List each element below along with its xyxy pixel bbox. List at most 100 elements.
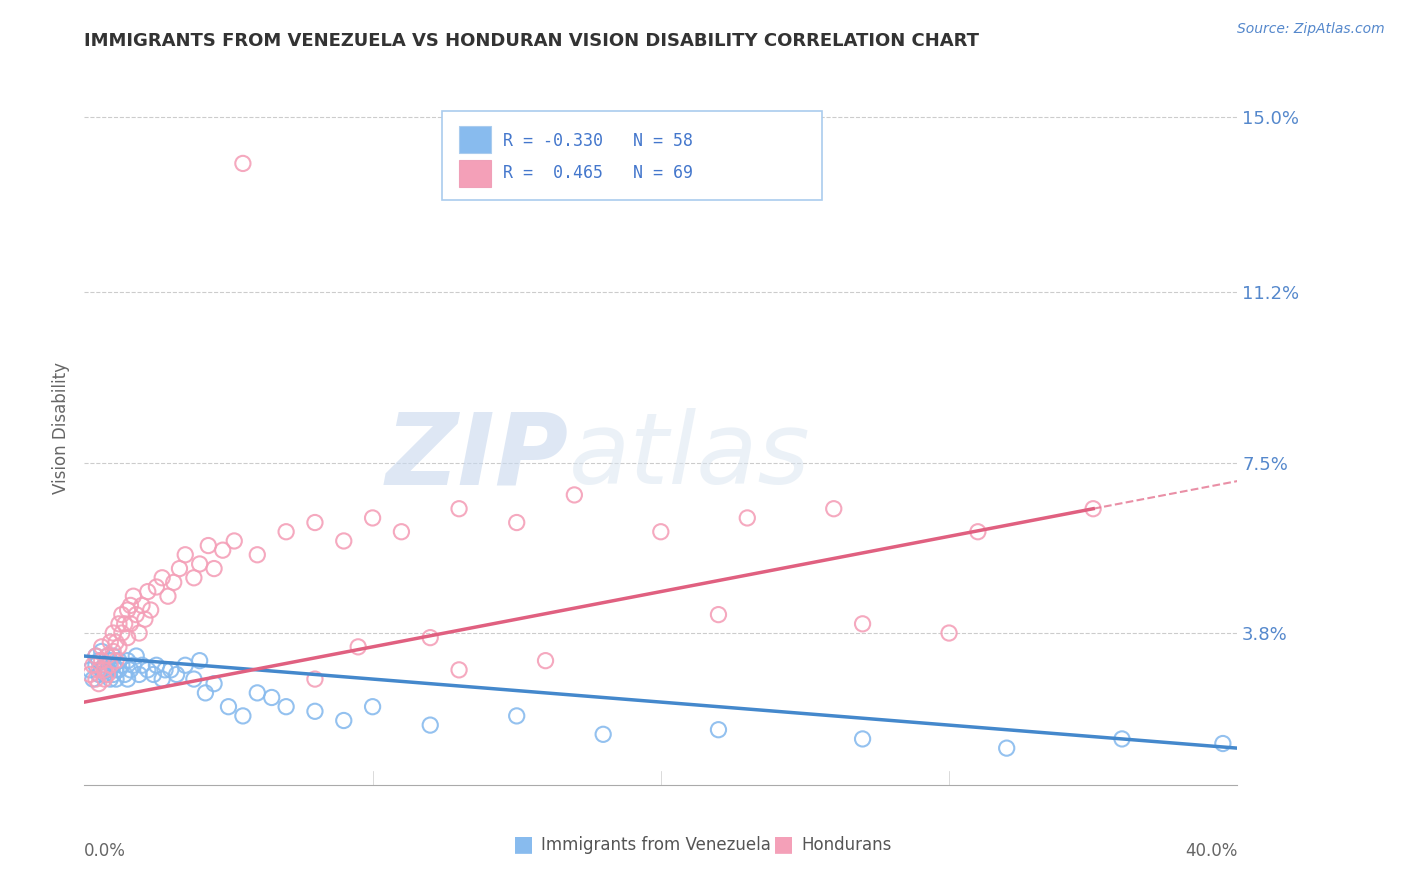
Point (111, 607, 134, 622)
Point (304, 516, 326, 530)
Point (90, 640, 112, 654)
Point (79, 663, 101, 677)
Point (506, 516, 529, 530)
Point (419, 718, 441, 732)
Point (84, 658, 107, 673)
Point (90, 654, 112, 668)
Point (93, 672, 115, 686)
Point (105, 663, 128, 677)
Point (150, 672, 173, 686)
Point (105, 672, 128, 686)
Text: ■: ■ (773, 834, 794, 854)
Point (134, 612, 156, 626)
Text: Source: ZipAtlas.com: Source: ZipAtlas.com (1237, 22, 1385, 37)
Point (90, 663, 112, 677)
Point (156, 589, 179, 603)
Point (122, 658, 145, 673)
Point (114, 667, 136, 681)
Point (304, 704, 326, 718)
Point (232, 156, 254, 170)
Point (84, 648, 107, 663)
Point (108, 640, 131, 654)
Point (449, 501, 471, 516)
Text: IMMIGRANTS FROM VENEZUELA VS HONDURAN VISION DISABILITY CORRELATION CHART: IMMIGRANTS FROM VENEZUELA VS HONDURAN VI… (84, 32, 980, 50)
Point (246, 548, 269, 562)
Point (103, 667, 124, 681)
Point (194, 686, 217, 700)
Text: Immigrants from Venezuela: Immigrants from Venezuela (541, 836, 770, 854)
Point (87, 667, 110, 681)
Point (114, 616, 136, 631)
Text: ■: ■ (513, 834, 534, 854)
Point (103, 626, 124, 640)
Point (93, 667, 115, 681)
Point (707, 723, 730, 737)
Point (995, 741, 1018, 756)
Point (136, 663, 159, 677)
Point (122, 589, 145, 603)
Point (218, 699, 240, 714)
Point (142, 667, 165, 681)
Point (1111, 731, 1133, 746)
Point (96, 667, 118, 681)
Point (84, 648, 107, 663)
Text: R = -0.330   N = 58: R = -0.330 N = 58 (503, 132, 693, 150)
Point (166, 667, 188, 681)
Point (276, 524, 298, 539)
Point (108, 616, 131, 631)
Point (506, 709, 529, 723)
Point (938, 626, 960, 640)
Point (153, 663, 176, 677)
Text: ZIP: ZIP (385, 409, 568, 505)
Point (197, 539, 219, 553)
Point (304, 672, 326, 686)
Point (737, 511, 759, 525)
Point (125, 607, 148, 622)
Point (361, 699, 384, 714)
Point (174, 548, 197, 562)
Point (98, 654, 121, 668)
Point (98, 658, 121, 673)
Point (103, 644, 124, 658)
Point (93, 658, 115, 673)
Point (120, 663, 142, 677)
Point (823, 501, 845, 516)
Point (131, 658, 153, 673)
Text: R =  0.465   N = 69: R = 0.465 N = 69 (503, 164, 693, 182)
Point (103, 648, 124, 663)
Point (1212, 737, 1234, 751)
Point (87, 654, 110, 668)
Point (260, 690, 283, 705)
Point (232, 709, 254, 723)
Point (87, 663, 110, 677)
Point (183, 672, 205, 686)
Point (160, 663, 183, 677)
Point (246, 686, 269, 700)
Point (145, 580, 167, 594)
Point (967, 524, 990, 539)
FancyBboxPatch shape (441, 111, 823, 200)
Point (534, 654, 557, 668)
Point (211, 543, 233, 558)
Point (136, 584, 159, 599)
Point (98, 672, 121, 686)
Point (103, 658, 124, 673)
Text: 0.0%: 0.0% (84, 842, 127, 860)
Point (347, 640, 370, 654)
Point (120, 616, 142, 631)
Point (96, 648, 118, 663)
Point (188, 557, 211, 571)
Point (108, 654, 131, 668)
Point (707, 607, 730, 622)
Point (202, 561, 225, 575)
Point (419, 631, 441, 645)
Point (183, 571, 205, 585)
Point (333, 714, 356, 728)
Point (650, 524, 672, 539)
Point (117, 672, 139, 686)
Point (117, 603, 139, 617)
Point (108, 663, 131, 677)
Point (128, 626, 150, 640)
Point (82, 658, 104, 673)
Point (150, 571, 173, 585)
